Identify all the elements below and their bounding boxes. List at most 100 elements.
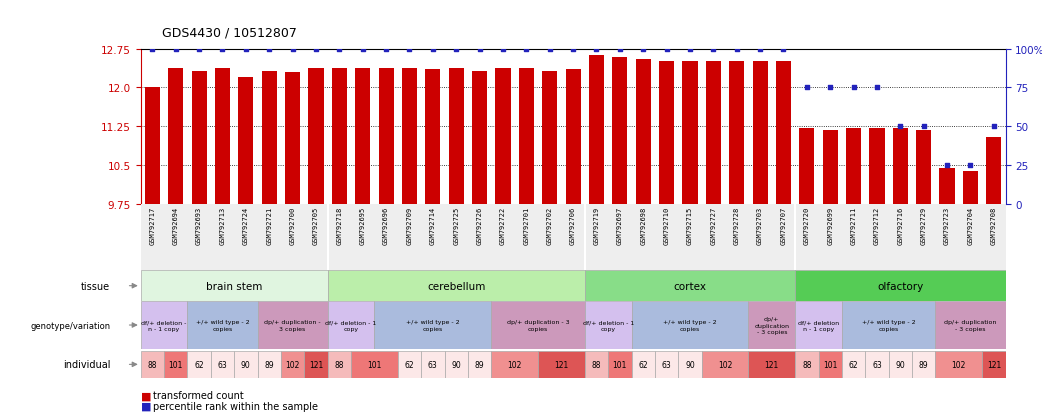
Text: GSM792728: GSM792728 bbox=[734, 206, 740, 244]
Text: dp/+ duplication -
3 copies: dp/+ duplication - 3 copies bbox=[265, 320, 321, 331]
Bar bbox=[776, 62, 791, 204]
Bar bbox=[445, 351, 468, 378]
Bar bbox=[491, 301, 585, 349]
Text: GSM792696: GSM792696 bbox=[383, 206, 389, 244]
Text: GSM792697: GSM792697 bbox=[617, 206, 623, 244]
Point bbox=[728, 46, 745, 53]
Bar bbox=[659, 62, 674, 204]
Text: GSM792726: GSM792726 bbox=[476, 206, 482, 244]
Point bbox=[705, 46, 722, 53]
Bar bbox=[865, 351, 889, 378]
Bar bbox=[141, 301, 188, 349]
Text: 102: 102 bbox=[951, 360, 966, 369]
Bar bbox=[351, 351, 398, 378]
Text: cerebellum: cerebellum bbox=[427, 281, 486, 291]
Bar bbox=[842, 301, 936, 349]
Point bbox=[751, 46, 768, 53]
Text: dp/+
duplication
- 3 copies: dp/+ duplication - 3 copies bbox=[754, 316, 789, 334]
Bar bbox=[613, 58, 627, 204]
Text: 88: 88 bbox=[334, 360, 344, 369]
Bar bbox=[585, 301, 631, 349]
Text: ■: ■ bbox=[141, 390, 151, 400]
Point bbox=[939, 162, 956, 169]
Bar bbox=[683, 62, 697, 204]
Point bbox=[612, 46, 628, 53]
Text: GDS4430 / 10512807: GDS4430 / 10512807 bbox=[162, 26, 296, 39]
Bar bbox=[916, 131, 932, 204]
Bar bbox=[819, 351, 842, 378]
Text: 101: 101 bbox=[823, 360, 838, 369]
Bar bbox=[752, 62, 768, 204]
Bar bbox=[168, 69, 183, 204]
Text: transformed count: transformed count bbox=[153, 390, 244, 400]
Bar bbox=[846, 128, 861, 204]
Text: GSM792698: GSM792698 bbox=[640, 206, 646, 244]
Bar bbox=[304, 351, 327, 378]
Text: df/+ deletion - 1
copy: df/+ deletion - 1 copy bbox=[582, 320, 634, 331]
Point bbox=[307, 46, 324, 53]
Point bbox=[495, 46, 512, 53]
Bar bbox=[234, 351, 257, 378]
Bar bbox=[519, 69, 534, 204]
Bar bbox=[188, 351, 210, 378]
Bar bbox=[327, 271, 585, 301]
Point bbox=[869, 85, 886, 92]
Bar bbox=[374, 301, 491, 349]
Text: 88: 88 bbox=[802, 360, 812, 369]
Bar bbox=[495, 69, 511, 204]
Bar bbox=[936, 351, 983, 378]
Point bbox=[471, 46, 488, 53]
Bar bbox=[215, 69, 230, 204]
Text: GSM792703: GSM792703 bbox=[758, 206, 763, 244]
Text: dp/+ duplication - 3
copies: dp/+ duplication - 3 copies bbox=[506, 320, 569, 331]
Text: GSM792719: GSM792719 bbox=[594, 206, 599, 244]
Point bbox=[635, 46, 651, 53]
Bar bbox=[701, 351, 748, 378]
Bar bbox=[542, 72, 557, 204]
Text: GSM792695: GSM792695 bbox=[359, 206, 366, 244]
Point bbox=[542, 46, 559, 53]
Text: 90: 90 bbox=[685, 360, 695, 369]
Text: GSM792714: GSM792714 bbox=[430, 206, 436, 244]
Text: GSM792722: GSM792722 bbox=[500, 206, 506, 244]
Bar bbox=[609, 351, 631, 378]
Text: GSM792701: GSM792701 bbox=[523, 206, 529, 244]
Text: 101: 101 bbox=[613, 360, 627, 369]
Text: GSM792723: GSM792723 bbox=[944, 206, 950, 244]
Bar bbox=[705, 62, 721, 204]
Text: brain stem: brain stem bbox=[206, 281, 263, 291]
Point bbox=[822, 85, 839, 92]
Text: 121: 121 bbox=[987, 360, 1001, 369]
Point bbox=[378, 46, 395, 53]
Text: 101: 101 bbox=[169, 360, 183, 369]
Text: olfactory: olfactory bbox=[877, 281, 923, 291]
Bar bbox=[286, 73, 300, 204]
Point bbox=[238, 46, 254, 53]
Bar bbox=[748, 301, 795, 349]
Text: +/+ wild type - 2
copies: +/+ wild type - 2 copies bbox=[862, 320, 916, 331]
Point bbox=[260, 46, 277, 53]
Text: 62: 62 bbox=[404, 360, 415, 369]
Text: 121: 121 bbox=[765, 360, 779, 369]
Point bbox=[191, 46, 207, 53]
Text: 90: 90 bbox=[895, 360, 905, 369]
Text: 62: 62 bbox=[194, 360, 204, 369]
Text: GSM792711: GSM792711 bbox=[850, 206, 857, 244]
Text: 62: 62 bbox=[639, 360, 648, 369]
Text: 63: 63 bbox=[218, 360, 227, 369]
Text: GSM792709: GSM792709 bbox=[406, 206, 413, 244]
Bar bbox=[327, 301, 374, 349]
Text: tissue: tissue bbox=[81, 281, 110, 291]
Text: GSM792712: GSM792712 bbox=[874, 206, 880, 244]
Bar bbox=[893, 128, 908, 204]
Text: GSM792708: GSM792708 bbox=[991, 206, 997, 244]
Bar bbox=[472, 72, 488, 204]
Bar bbox=[281, 351, 304, 378]
Text: dp/+ duplication
- 3 copies: dp/+ duplication - 3 copies bbox=[944, 320, 996, 331]
Bar bbox=[239, 78, 253, 204]
Text: GSM792704: GSM792704 bbox=[967, 206, 973, 244]
Point bbox=[448, 46, 465, 53]
Bar bbox=[748, 351, 795, 378]
Bar bbox=[468, 351, 491, 378]
Text: 89: 89 bbox=[919, 360, 928, 369]
